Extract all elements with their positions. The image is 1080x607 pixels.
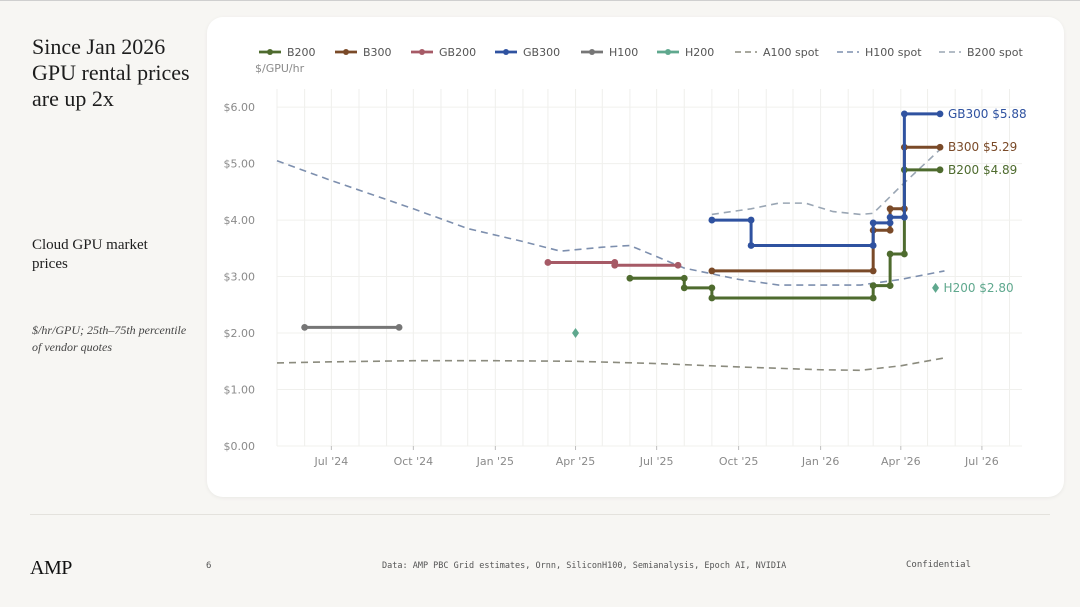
gb300-point <box>708 216 716 224</box>
h200-end-label: H200 $2.80 <box>944 281 1014 295</box>
gb300-point <box>747 216 755 224</box>
h100-point <box>301 323 309 331</box>
chart-card: $0.00 $1.00 $2.00 $3.00 $4.00 $5.00 $6.00 Jul '… <box>207 17 1064 497</box>
legend-item: B200 spot <box>939 46 1023 59</box>
gb300-point <box>900 110 908 118</box>
source-note: Data: AMP PBC Grid estimates, Ornn, Sili… <box>382 561 787 571</box>
legend-label: GB200 <box>439 46 476 59</box>
chart-legend: B200 B300 GB200 GB300 H100 H200 A100 spot H100 … <box>259 46 1023 59</box>
b200-point <box>708 284 716 292</box>
b300-point <box>936 143 944 151</box>
legend-item: H100 spot <box>837 46 922 59</box>
b200-point <box>869 282 877 289</box>
x-tick-label: Oct '24 <box>394 455 434 468</box>
gb300-end-label: GB300 $5.88 <box>948 107 1027 121</box>
gb300-point <box>900 213 908 221</box>
x-tick-label: Jul '25 <box>639 455 674 468</box>
h200-point <box>572 328 580 339</box>
gb300-point <box>886 213 894 221</box>
chart-series <box>276 110 945 372</box>
chart-note: $/hr/GPU; 25th–75th percentile of vendor… <box>32 323 187 354</box>
x-tick-label: Jul '24 <box>313 455 348 468</box>
y-tick-label: $6.00 <box>224 101 256 114</box>
legend-marker <box>503 49 509 55</box>
legend-label: B200 spot <box>967 46 1023 59</box>
b200-end-label: B200 $4.89 <box>948 163 1017 177</box>
legend-label: H200 <box>685 46 714 59</box>
gb200-point <box>611 261 619 269</box>
price-chart: $0.00 $1.00 $2.00 $3.00 $4.00 $5.00 $6.00 Jul '… <box>224 46 1027 468</box>
legend-label: H100 <box>609 46 638 59</box>
gb200-point <box>544 259 552 266</box>
chart-grid <box>276 89 1022 447</box>
page-number: 6 <box>206 561 212 571</box>
b300-end-label: B300 $5.29 <box>948 140 1017 154</box>
y-tick-label: $2.00 <box>224 327 256 340</box>
x-tick-label: Apr '25 <box>556 455 596 468</box>
chart-end-labels: H200 $2.80 B300 $5.29 B200 $4.89 GB300 $5.8… <box>944 107 1027 295</box>
legend-label: B300 <box>363 46 392 59</box>
b300-point <box>886 226 894 234</box>
legend-item: B300 <box>335 46 392 59</box>
gb300-point <box>886 219 894 227</box>
b200-point <box>680 274 688 282</box>
legend-label: GB300 <box>523 46 560 59</box>
b200-point <box>886 250 894 258</box>
y-tick-label: $0.00 <box>224 440 256 453</box>
b200-point <box>869 294 877 302</box>
top-divider <box>0 0 1080 1</box>
y-tick-label: $4.00 <box>224 214 256 227</box>
a100-spot-line <box>276 357 945 372</box>
legend-item: GB200 <box>411 46 476 59</box>
x-tick-label: Jul '26 <box>964 455 999 468</box>
x-tick-label: Jan '26 <box>801 455 839 468</box>
gb300-point <box>869 219 877 227</box>
legend-marker <box>267 49 273 55</box>
legend-item: B200 <box>259 46 316 59</box>
legend-item: A100 spot <box>735 46 819 59</box>
b200-point <box>900 250 908 258</box>
chart-axes: $0.00 $1.00 $2.00 $3.00 $4.00 $5.00 $6.00 Jul '… <box>224 101 999 468</box>
legend-marker <box>419 49 425 55</box>
h100-spot-line <box>276 160 945 286</box>
b300-point <box>886 205 894 213</box>
b200-line <box>629 168 941 300</box>
b200-point <box>886 282 894 289</box>
legend-marker <box>343 49 349 55</box>
b200-point <box>708 294 716 302</box>
b200-point <box>936 166 944 174</box>
legend-marker <box>589 49 595 55</box>
legend-item: H200 <box>657 46 714 59</box>
gb200-point <box>674 261 682 269</box>
company-logo: AMP <box>30 557 72 579</box>
y-tick-label: $5.00 <box>224 158 256 171</box>
x-tick-label: Jan '25 <box>476 455 514 468</box>
b200-point <box>680 284 688 292</box>
b200-point <box>626 274 634 282</box>
b300-point <box>869 267 877 275</box>
legend-label: H100 spot <box>865 46 922 59</box>
chart-subtitle: Cloud GPU market prices <box>32 237 148 272</box>
slide-headline: Since Jan 2026 GPU rental prices are up … <box>32 34 190 111</box>
b200-spot-line <box>711 148 941 216</box>
x-tick-label: Apr '26 <box>881 455 921 468</box>
b300-point <box>708 267 716 275</box>
y-tick-label: $3.00 <box>224 271 256 284</box>
gb300-point <box>747 242 755 249</box>
h100-point <box>395 323 403 331</box>
gb300-point <box>936 110 944 118</box>
legend-label: B200 <box>287 46 316 59</box>
legend-marker <box>665 49 671 55</box>
h200-point <box>932 282 940 293</box>
footer-divider <box>30 514 1050 515</box>
gb300-line <box>711 112 941 247</box>
legend-label: A100 spot <box>763 46 819 59</box>
y-axis-label: $/GPU/hr <box>255 62 305 75</box>
x-tick-label: Oct '25 <box>719 455 759 468</box>
gb300-point <box>869 242 877 249</box>
legend-item: GB300 <box>495 46 560 59</box>
confidential-label: Confidential <box>906 560 972 570</box>
y-tick-label: $1.00 <box>224 384 256 397</box>
legend-item: H100 <box>581 46 638 59</box>
